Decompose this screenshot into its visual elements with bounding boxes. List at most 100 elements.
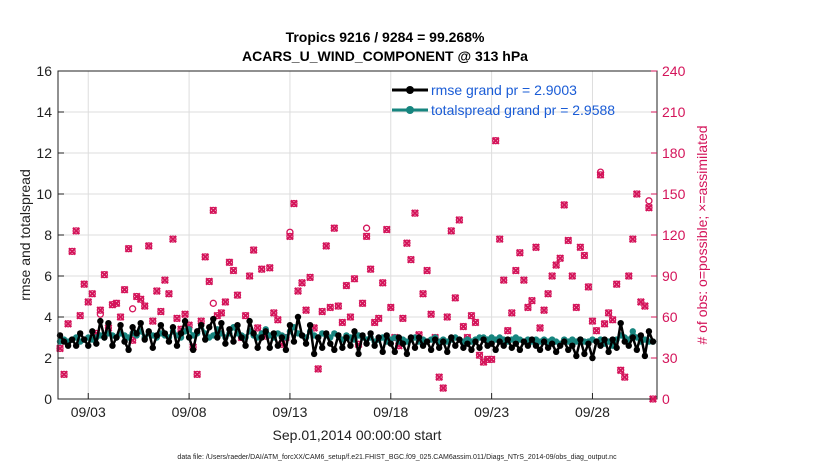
rmse-point [89, 328, 96, 335]
rmse-point [246, 317, 253, 325]
rmse-series [56, 313, 657, 362]
obs-assimilated-marker [600, 319, 609, 328]
rmse-point [149, 344, 156, 351]
rmse-point [585, 340, 592, 347]
obs-possible-marker [306, 273, 314, 282]
obs-possible-marker [229, 266, 238, 275]
obs-assimilated-marker [249, 246, 258, 254]
obs-possible-marker [72, 227, 80, 235]
rmse-point [157, 322, 165, 329]
rmse-point [226, 326, 233, 333]
rmse-point [359, 332, 366, 339]
obs-possible-marker [342, 281, 351, 290]
rmse-point [391, 348, 399, 356]
rmse-point [105, 319, 112, 327]
rmse-point [536, 346, 544, 353]
y-right-tick-label: 60 [662, 309, 678, 325]
obs-assimilated-marker [443, 313, 452, 321]
obs-assimilated-marker [524, 303, 532, 312]
obs-possible-marker [84, 298, 92, 306]
rmse-point [145, 328, 152, 335]
x-tick-label: 09/13 [272, 404, 307, 420]
rmse-point [411, 344, 419, 351]
obs-assimilated-marker [515, 248, 524, 257]
rmse-point [282, 346, 290, 353]
rmse-point [286, 322, 294, 329]
rmse-point [153, 332, 161, 339]
rmse-point [625, 342, 632, 349]
obs-possible-marker [80, 280, 88, 288]
obs-possible-marker [504, 327, 512, 335]
obs-assimilated-marker [201, 252, 210, 261]
rmse-point [569, 342, 576, 349]
y-right-tick-label: 240 [662, 63, 686, 79]
obs-assimilated-marker [491, 136, 500, 145]
obs-possible-marker [637, 298, 645, 306]
obs-assimilated-marker [338, 318, 347, 327]
rmse-point [339, 344, 346, 351]
obs-possible-marker [193, 370, 201, 379]
rmse-point [468, 346, 475, 353]
obs-possible-marker [496, 235, 504, 243]
obs-assimilated-marker [435, 373, 444, 382]
obs-possible-marker [217, 309, 226, 317]
obs-assimilated-marker [342, 281, 351, 290]
rmse-point [177, 330, 185, 337]
rmse-point [202, 336, 209, 343]
rmse-point [419, 342, 427, 349]
y-right-tick-label: 0 [662, 391, 670, 407]
totalspread-point [629, 328, 636, 335]
rmse-point [444, 348, 451, 356]
y-left-tick-label: 8 [44, 227, 52, 243]
rmse-point [524, 342, 532, 349]
obs-assimilated-marker [64, 319, 72, 328]
obs-possible-marker [249, 246, 258, 254]
obs-assimilated-marker [519, 276, 528, 285]
rmse-point [141, 336, 148, 343]
rmse-point [270, 330, 278, 337]
obs-possible-marker [435, 373, 443, 381]
obs-assimilated-marker [306, 273, 315, 282]
obs-possible-marker [145, 242, 153, 250]
obs-possible-marker [629, 235, 637, 243]
rmse-point [81, 336, 88, 343]
obs-assimilated-marker [165, 289, 173, 298]
obs-assimilated-marker [318, 307, 327, 316]
rmse-point [645, 328, 653, 335]
rmse-point [472, 338, 479, 345]
rmse-point [379, 348, 386, 356]
rmse-point [452, 342, 459, 349]
obs-possible-marker [520, 276, 528, 284]
rmse-point [561, 338, 568, 345]
y-left-tick-label: 14 [36, 104, 52, 120]
obs-possible-marker [633, 190, 641, 198]
rmse-point [633, 346, 641, 353]
obs-possible-marker [645, 204, 653, 212]
rmse-point [601, 336, 608, 343]
obs-possible-marker [254, 324, 262, 332]
rmse-point [617, 319, 624, 327]
rmse-point [512, 340, 520, 347]
obs-assimilated-marker [273, 315, 282, 324]
obs-assimilated-marker [576, 243, 585, 252]
rmse-point [76, 330, 84, 337]
obs-assimilated-marker [455, 216, 464, 224]
obs-assimilated-marker [427, 310, 436, 319]
obs-assimilated-marker [507, 308, 516, 317]
rmse-point [165, 338, 173, 345]
obs-possible-marker [116, 313, 125, 321]
rmse-point [250, 330, 257, 337]
obs-assimilated-marker [156, 307, 165, 316]
obs-possible-marker [524, 303, 532, 312]
obs-possible-marker [153, 287, 161, 295]
obs-possible-marker [362, 224, 371, 232]
obs-assimilated-marker [350, 274, 359, 283]
obs-possible-marker [270, 309, 278, 317]
rmse-point [238, 334, 245, 341]
obs-assimilated-marker [640, 302, 649, 310]
rmse-point [516, 346, 524, 353]
obs-assimilated-marker [632, 190, 641, 198]
rmse-line [58, 315, 655, 360]
rmse-point [258, 334, 265, 341]
obs-possible-marker [266, 264, 274, 272]
